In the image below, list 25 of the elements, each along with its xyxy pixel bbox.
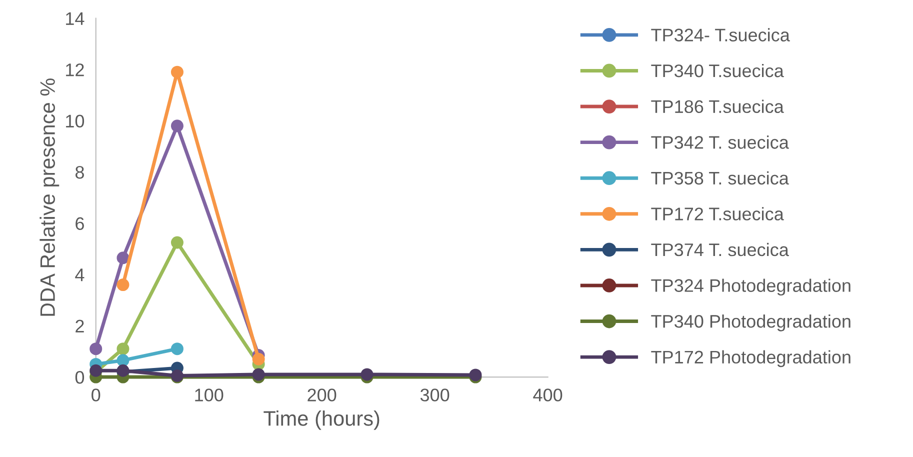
legend-label: TP358 T. suecica xyxy=(651,171,789,185)
y-axis-title: DDA Relative presence % xyxy=(40,78,60,316)
y-tick-label: 2 xyxy=(76,320,84,332)
legend-label: TP342 T. suecica xyxy=(651,136,789,149)
legend-label: TP340 Photodegradation xyxy=(651,314,850,332)
legend-label: TP374 T. suecica xyxy=(651,242,789,256)
legend-label: TP340 T.suecica xyxy=(651,64,784,78)
x-tick-label: 0 xyxy=(92,388,100,402)
y-tick-label: 12 xyxy=(66,63,84,76)
legend-label: TP324 Photodegradation xyxy=(651,278,850,296)
y-tick-label: 4 xyxy=(75,268,84,282)
legend-label: TP324- T.suecica xyxy=(651,28,790,42)
y-tick-label: 0 xyxy=(75,370,84,384)
x-tick-label: 200 xyxy=(308,388,336,402)
legend-label: TP172 Photodegradation xyxy=(651,350,850,368)
x-tick-label: 400 xyxy=(533,388,562,402)
x-tick-label: 300 xyxy=(420,388,450,402)
legend-label: TP172 T.suecica xyxy=(651,207,784,220)
y-tick-label: 10 xyxy=(66,114,84,128)
x-tick-label: 100 xyxy=(195,388,224,402)
legend-label: TP186 T.suecica xyxy=(651,100,784,114)
y-tick-label: 14 xyxy=(66,12,84,25)
y-tick-label: 6 xyxy=(76,217,84,230)
x-axis-title: Time (hours) xyxy=(264,410,380,430)
y-tick-label: 8 xyxy=(76,166,84,179)
